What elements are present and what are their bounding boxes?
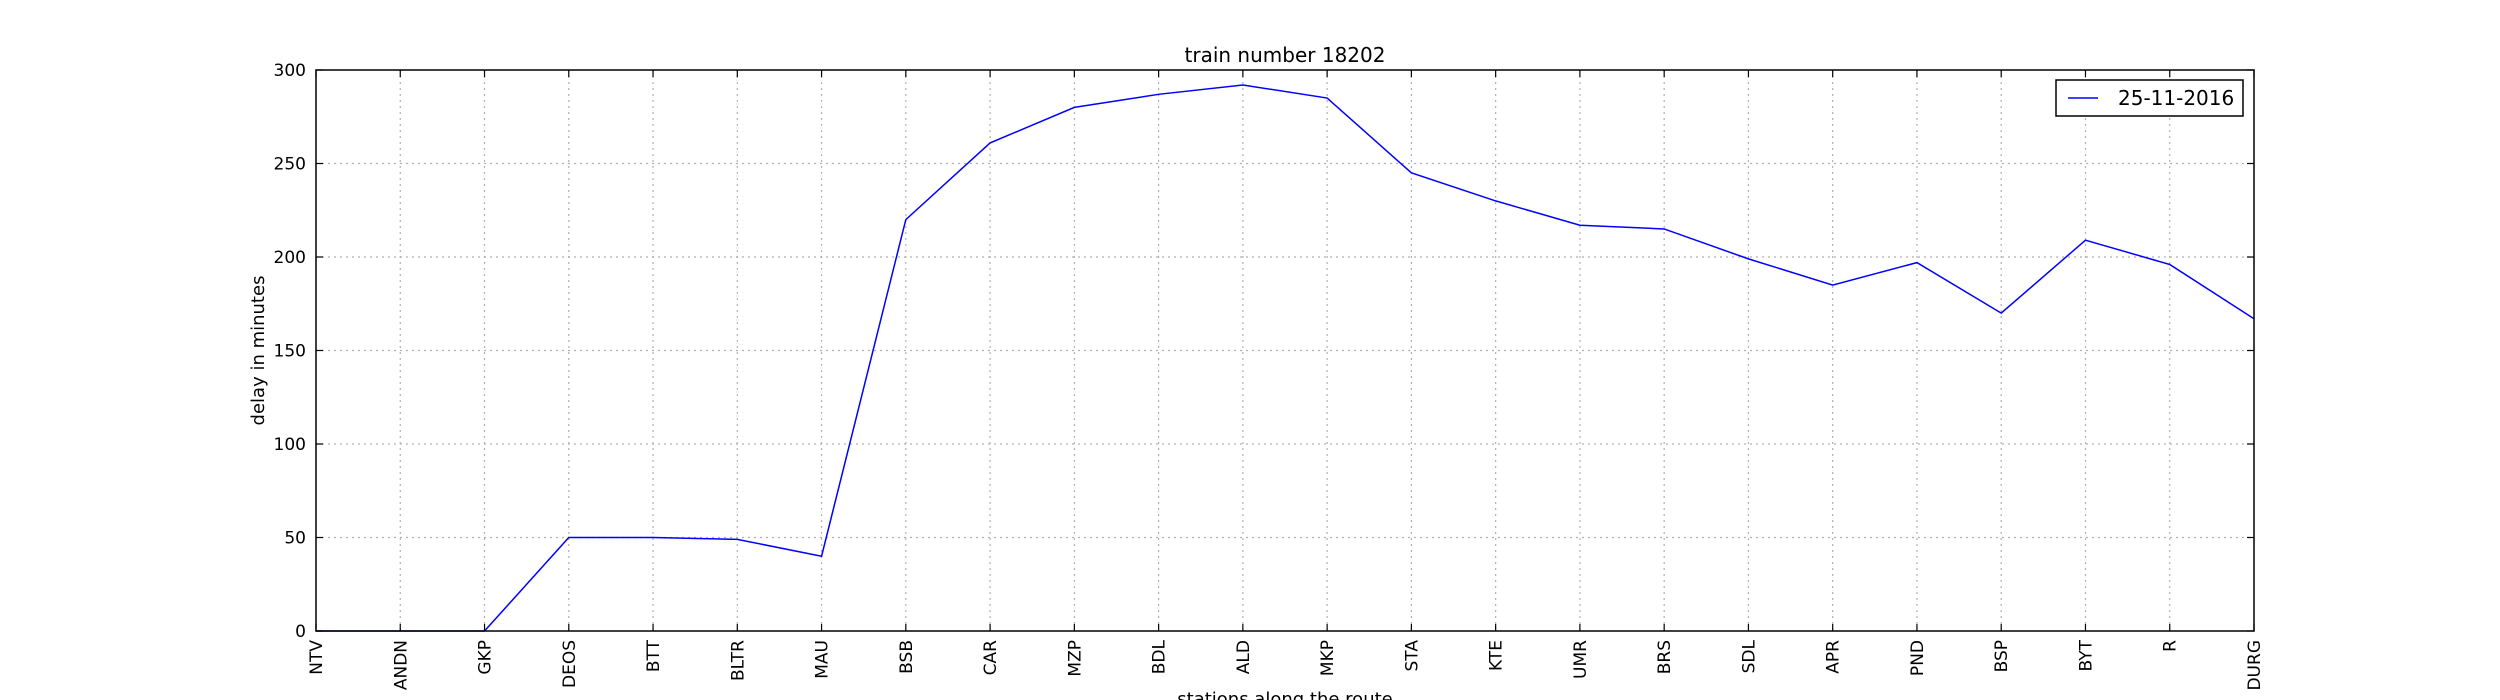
x-tick-label: BTT	[644, 639, 664, 672]
x-tick-label: BDL	[1150, 639, 1170, 674]
x-tick-label: APR	[1824, 640, 1844, 674]
y-tick-label: 250	[274, 155, 306, 175]
x-tick-label: BYT	[2076, 639, 2096, 671]
x-tick-label: SDL	[1739, 639, 1759, 673]
chart-title: train number 18202	[1185, 43, 1386, 67]
y-axis-ticks: 0 50 100 150 200 250 300	[274, 61, 2254, 642]
x-tick-label: ANDN	[391, 640, 411, 690]
x-tick-label: PND	[1908, 640, 1928, 676]
x-tick-label: MAU	[813, 640, 833, 679]
series-line	[316, 84, 2255, 632]
legend-entry-label: 25-11-2016	[2118, 86, 2234, 110]
y-tick-label: 200	[274, 248, 306, 268]
y-tick-label: 300	[274, 61, 306, 81]
x-tick-label: GKP	[476, 640, 496, 675]
x-tick-label: R	[2161, 640, 2181, 652]
x-tick-label: KTE	[1487, 640, 1507, 671]
x-tick-label: DURG	[2245, 640, 2265, 691]
y-axis-label: delay in minutes	[248, 276, 269, 426]
y-tick-label: 150	[274, 342, 306, 362]
plot-series	[316, 84, 2255, 632]
x-tick-label: BLTR	[728, 640, 748, 681]
y-tick-label: 0	[295, 622, 306, 642]
y-tick-label: 100	[274, 435, 306, 455]
grid-lines	[316, 70, 2254, 631]
legend: 25-11-2016	[2055, 79, 2244, 117]
x-tick-label: BRS	[1655, 640, 1675, 674]
x-tick-label: BSP	[1992, 640, 2012, 672]
x-tick-label: STA	[1402, 640, 1422, 672]
x-tick-label: MZP	[1065, 640, 1085, 677]
x-tick-label: DEOS	[560, 640, 580, 688]
x-axis-label: stations along the route	[1177, 689, 1392, 700]
x-axis-ticks: NTV ANDN GKP DEOS BTT BLTR MAU BSB CAR MZP BDL ALD M…	[307, 70, 2265, 691]
x-tick-label: NTV	[307, 640, 327, 675]
x-tick-label: ALD	[1234, 640, 1254, 674]
x-tick-label: UMR	[1571, 640, 1591, 679]
y-tick-label: 50	[284, 529, 306, 549]
x-tick-label: BSB	[897, 640, 917, 674]
x-tick-label: CAR	[981, 640, 1001, 675]
x-tick-label: MKP	[1318, 640, 1338, 676]
